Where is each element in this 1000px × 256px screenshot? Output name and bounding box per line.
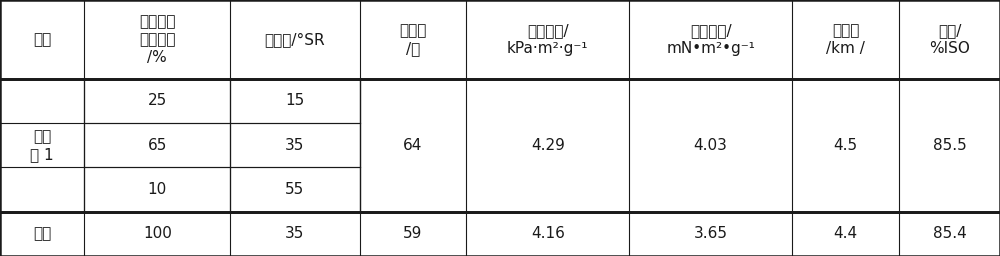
Text: 35: 35	[285, 226, 305, 241]
Text: 裂断长
/km /: 裂断长 /km /	[826, 23, 865, 56]
Text: 3.65: 3.65	[694, 226, 728, 241]
Text: 耐折度
/次: 耐折度 /次	[399, 23, 427, 56]
Text: 纤维原料
混合比例
/%: 纤维原料 混合比例 /%	[139, 14, 176, 65]
Text: 4.29: 4.29	[531, 138, 565, 153]
Text: 4.5: 4.5	[833, 138, 858, 153]
Text: 85.5: 85.5	[933, 138, 966, 153]
Text: 85.4: 85.4	[933, 226, 966, 241]
Text: 白度/
%ISO: 白度/ %ISO	[929, 23, 970, 56]
Text: 25: 25	[148, 93, 167, 109]
Text: 65: 65	[148, 138, 167, 153]
Text: 15: 15	[285, 93, 305, 109]
Text: 耐破指数/
kPa·m²·g⁻¹: 耐破指数/ kPa·m²·g⁻¹	[507, 23, 589, 56]
Text: 实例: 实例	[33, 32, 51, 47]
Text: 64: 64	[403, 138, 423, 153]
Text: 59: 59	[403, 226, 423, 241]
Bar	[0, 79, 1000, 212]
Text: 4.4: 4.4	[833, 226, 858, 241]
Text: 撕裂指数/
mN•m²•g⁻¹: 撕裂指数/ mN•m²•g⁻¹	[666, 23, 755, 56]
Text: 55: 55	[285, 182, 305, 197]
Text: 10: 10	[148, 182, 167, 197]
Text: 实施
例 1: 实施 例 1	[30, 129, 54, 162]
Text: 常规: 常规	[33, 226, 51, 241]
Text: 打浆度/°SR: 打浆度/°SR	[265, 32, 325, 47]
Text: 4.03: 4.03	[694, 138, 728, 153]
Text: 4.16: 4.16	[531, 226, 565, 241]
Bar	[0, 212, 1000, 256]
Text: 100: 100	[143, 226, 172, 241]
Text: 35: 35	[285, 138, 305, 153]
Bar	[0, 0, 1000, 79]
